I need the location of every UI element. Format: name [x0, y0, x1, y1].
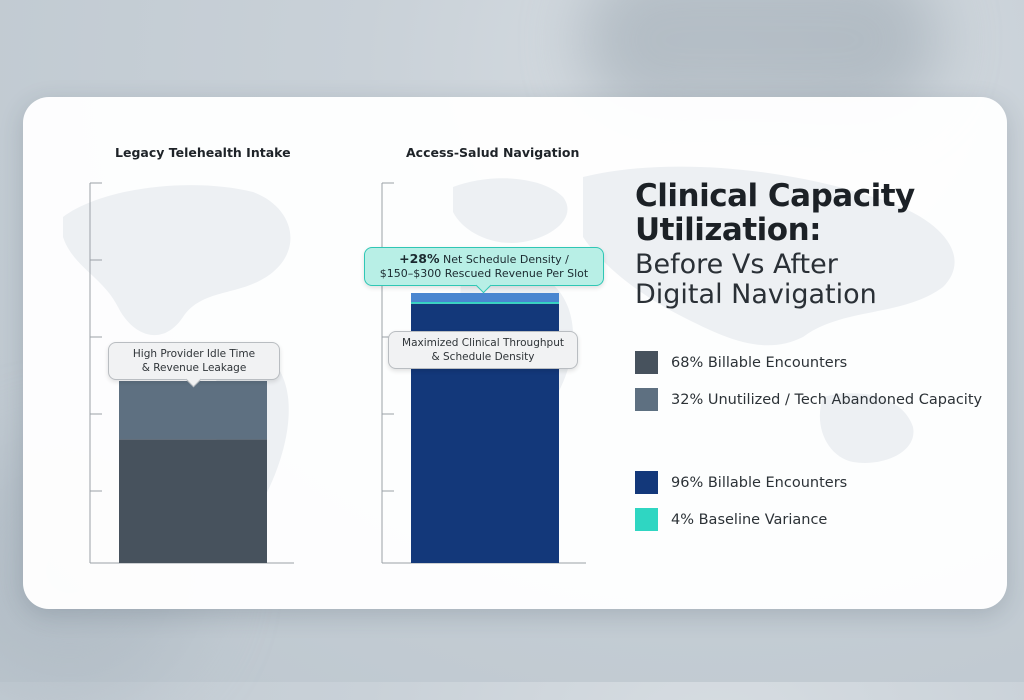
page-heading: Clinical Capacity Utilization: Before Vs…	[635, 179, 915, 310]
bar-segment-remainder	[119, 381, 267, 440]
legacy-callout-line2: & Revenue Leakage	[141, 362, 247, 374]
legacy-chart-title: Legacy Telehealth Intake	[115, 145, 291, 160]
legacy-callout: High Provider Idle Time & Revenue Leakag…	[108, 342, 280, 388]
legend-label: 68% Billable Encounters	[671, 354, 848, 371]
legend-label: 4% Baseline Variance	[671, 511, 828, 528]
chart-card: Legacy Telehealth Intake Access-Salud Na…	[23, 97, 1007, 609]
heading-line4: Digital Navigation	[635, 279, 877, 310]
access-top-callout: +28% Net Schedule Density / $150–$300 Re…	[364, 247, 604, 294]
legend-label: 96% Billable Encounters	[671, 474, 848, 491]
legend-item-access-billable: 96% Billable Encounters	[635, 471, 847, 494]
heading-line1: Clinical Capacity	[635, 178, 915, 214]
legend-swatch	[635, 351, 658, 374]
access-chart-title: Access-Salud Navigation	[406, 145, 580, 160]
legend-swatch	[635, 388, 658, 411]
density-percent: +28%	[399, 251, 440, 266]
legend-item-legacy-billable: 68% Billable Encounters	[635, 351, 847, 374]
legend-label: 32% Unutilized / Tech Abandoned Capacity	[671, 391, 983, 408]
access-inner-callout-line1: Maximized Clinical Throughput	[402, 337, 564, 349]
heading-line3: Before Vs After	[635, 249, 838, 280]
access-top-callout-line2: $150–$300 Rescued Revenue Per Slot	[379, 267, 589, 280]
heading-line2: Utilization:	[635, 212, 822, 248]
legend-item-legacy-unutilized: 32% Unutilized / Tech Abandoned Capacity	[635, 388, 982, 411]
legend-swatch	[635, 471, 658, 494]
access-inner-callout-line2: & Schedule Density	[431, 351, 535, 363]
access-top-callout-line1: Net Schedule Density /	[439, 253, 569, 266]
legend-item-access-variance: 4% Baseline Variance	[635, 508, 827, 531]
bar-top-band	[411, 293, 559, 302]
bar-segment-billable	[119, 439, 267, 563]
legacy-callout-line1: High Provider Idle Time	[132, 348, 256, 360]
access-inner-callout: Maximized Clinical Throughput & Schedule…	[388, 331, 578, 369]
access-chart	[381, 182, 586, 564]
legend-swatch	[635, 508, 658, 531]
legacy-chart	[89, 182, 294, 564]
